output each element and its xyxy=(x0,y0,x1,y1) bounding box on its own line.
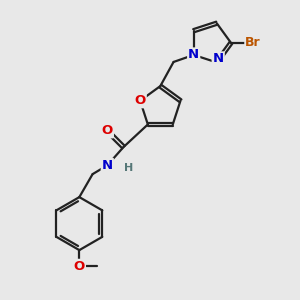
Text: N: N xyxy=(102,159,113,172)
Text: Br: Br xyxy=(245,36,261,49)
Text: O: O xyxy=(134,94,146,107)
Text: O: O xyxy=(74,260,85,273)
Text: O: O xyxy=(102,124,113,137)
Text: H: H xyxy=(124,163,133,173)
Text: N: N xyxy=(213,52,224,65)
Text: N: N xyxy=(188,48,199,62)
